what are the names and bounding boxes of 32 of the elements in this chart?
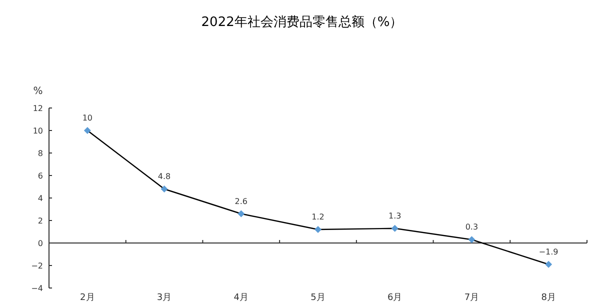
data-label: 4.8 xyxy=(158,172,171,181)
point xyxy=(545,260,552,268)
data-label: 1.3 xyxy=(388,211,402,220)
y-axis-title: % xyxy=(33,86,43,97)
y-tick-label: 6 xyxy=(38,172,43,180)
point xyxy=(84,127,91,134)
y-tick-label: −4 xyxy=(31,284,43,293)
x-tick-label: 6月 xyxy=(387,293,402,303)
data-label: 10 xyxy=(82,114,93,122)
y-tick-label: 0 xyxy=(38,239,43,248)
data-label: −1.9 xyxy=(538,247,558,256)
chart-title: 2022年社会消费品零售总额（%） xyxy=(201,15,403,30)
point xyxy=(391,224,398,232)
y-tick-label: −2 xyxy=(31,262,43,270)
y-tick-label: 10 xyxy=(32,126,43,136)
y-tick-label: 2 xyxy=(38,216,43,226)
x-tick-label: 5月 xyxy=(310,293,326,303)
y-tick-label: 12 xyxy=(32,104,43,113)
point xyxy=(314,226,322,233)
data-label: 2.6 xyxy=(234,196,248,206)
data-label: 1.2 xyxy=(312,212,324,222)
x-tick-label: 4月 xyxy=(234,293,249,303)
x-tick-label: 2月 xyxy=(80,293,95,303)
y-tick-label: 8 xyxy=(38,149,43,158)
point xyxy=(238,210,245,218)
point xyxy=(468,236,476,244)
y-tick-label: 4 xyxy=(38,194,43,203)
data-label: 0.3 xyxy=(465,222,478,232)
x-tick-label: 3月 xyxy=(156,293,172,303)
point xyxy=(160,186,168,192)
x-tick-label: 8月 xyxy=(541,293,556,303)
x-tick-label: 7月 xyxy=(464,293,480,303)
